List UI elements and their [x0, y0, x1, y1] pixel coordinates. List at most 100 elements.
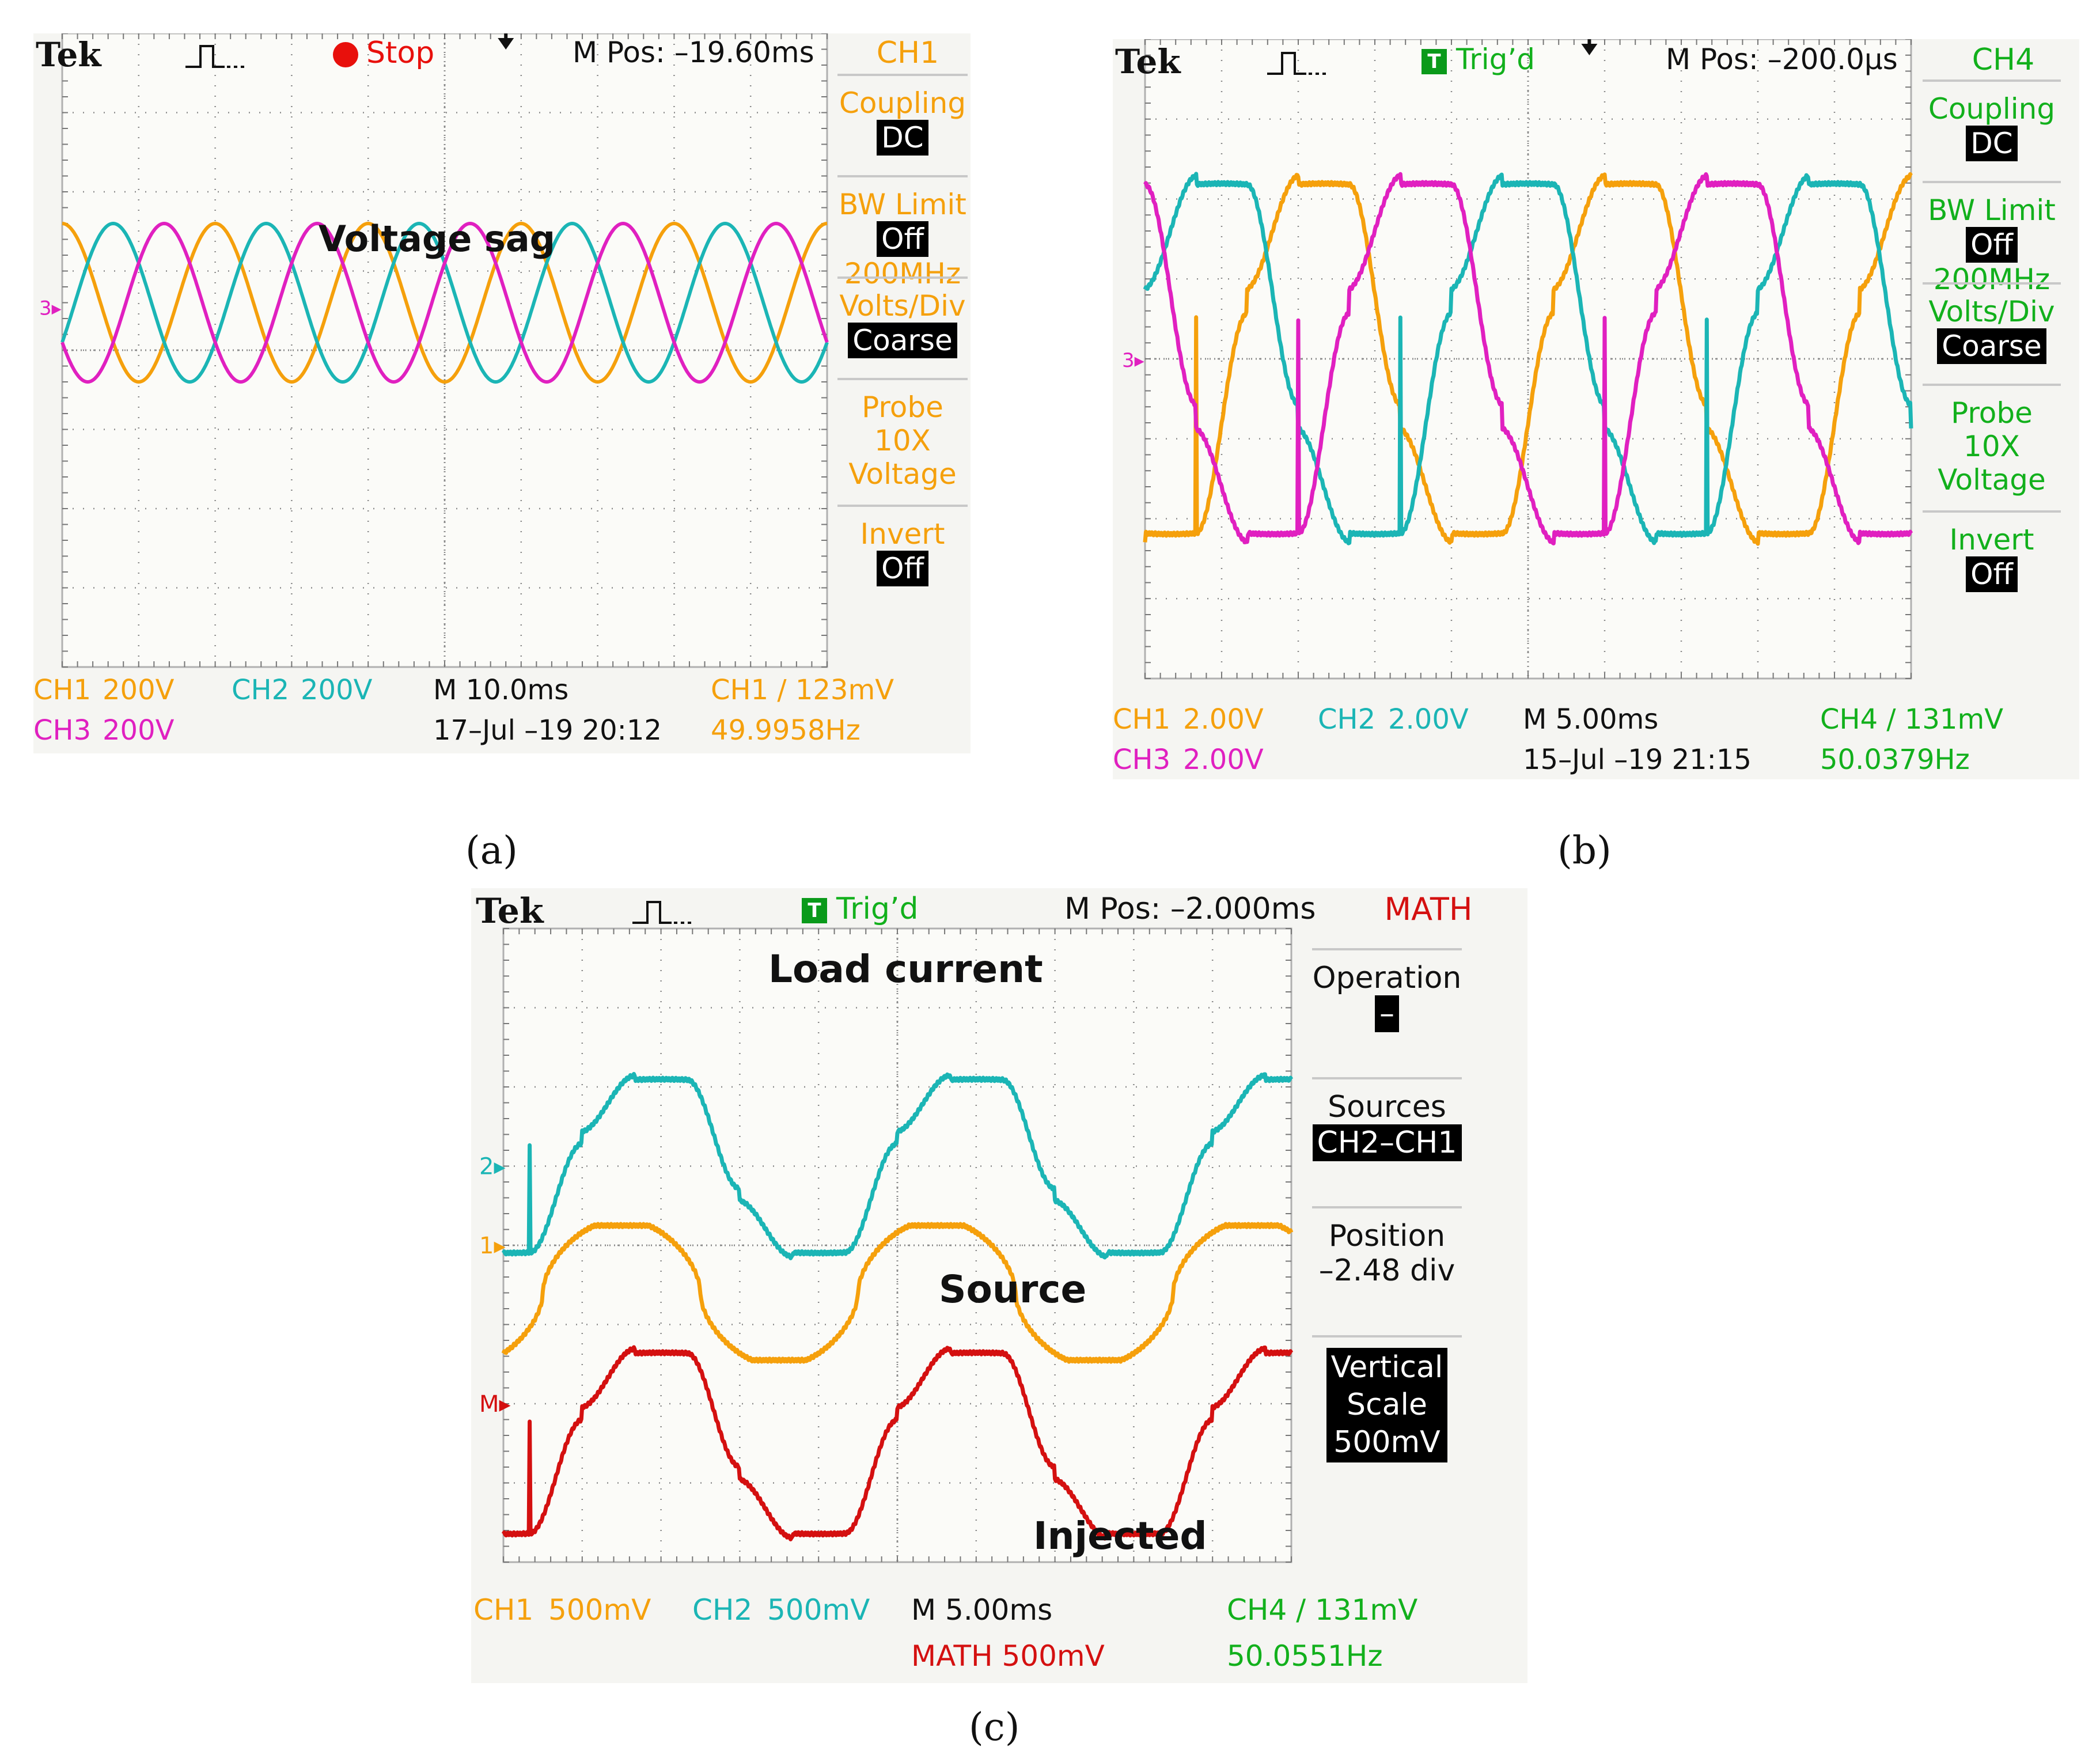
menu-item-position[interactable]: Position –2.48 div — [1312, 1206, 1462, 1288]
brand-label: Tek — [36, 35, 101, 74]
waveform-math — [501, 1345, 1294, 1541]
menu-label: Position — [1328, 1219, 1446, 1253]
annotation-source: Source — [939, 1267, 1087, 1312]
waveform-plot-c: 2▸ 1▸ M▸ — [479, 927, 1294, 1563]
menu-value: – — [1375, 995, 1399, 1032]
annotation-load-current: Load current — [768, 947, 1043, 991]
brand-label: Tek — [1115, 42, 1181, 81]
menu-label: Volts/Div — [1928, 295, 2055, 328]
ch2-scale: 200V — [301, 674, 373, 706]
ch2-label: CH2 — [1318, 703, 1376, 736]
frequency-label: 50.0551Hz — [1227, 1639, 1383, 1673]
vertical-scale-line: Scale — [1347, 1388, 1427, 1422]
ch2-scale: 500mV — [767, 1593, 870, 1627]
waveform-ch1 — [1143, 172, 1913, 546]
pulse-icon — [632, 901, 691, 924]
waveform-ch3 — [60, 222, 829, 384]
waveform-ch3 — [1143, 172, 1913, 545]
waveform-plot-b: 3▸ — [1122, 39, 1913, 680]
math-label: MATH 500mV — [911, 1639, 1105, 1673]
menu-line: Voltage — [1938, 463, 2046, 497]
m-pos-label: M Pos: –200.0μs — [1666, 43, 1898, 76]
menu-item-bw-limit[interactable]: BW Limit Off 200MHz — [837, 175, 968, 290]
ground-marker: 3▸ — [1122, 349, 1144, 372]
waveform-ch2 — [501, 1072, 1294, 1260]
ch1-scale: 2.00V — [1183, 703, 1264, 736]
ground-marker: 3▸ — [39, 297, 62, 320]
menu-item-invert[interactable]: Invert Off — [837, 505, 968, 586]
annotation-injected: Injected — [1033, 1514, 1207, 1558]
waveform-plot-a: 3▸ — [39, 33, 829, 668]
menu-line: 10X — [874, 424, 931, 457]
ground-marker-2: 2▸ — [479, 1154, 506, 1180]
menu-title: MATH — [1384, 891, 1473, 927]
menu-item-operation[interactable]: Operation – — [1312, 948, 1462, 1032]
date-label: 15–Jul –19 21:15 — [1523, 744, 1752, 776]
menu-item-probe[interactable]: Probe 10X Voltage — [837, 378, 968, 491]
menu-title: CH1 — [876, 36, 939, 70]
waveform-ch1 — [501, 1222, 1294, 1364]
ch2-label: CH2 — [232, 674, 290, 706]
m-pos-label: M Pos: –19.60ms — [573, 36, 814, 69]
menu-item-vertical-scale[interactable]: Vertical Scale 500mV — [1312, 1335, 1462, 1462]
menu-label: Coupling — [839, 86, 966, 120]
pulse-icon — [185, 45, 244, 68]
vertical-scale-line: Vertical — [1330, 1350, 1443, 1385]
m-pos-label: M Pos: –2.000ms — [1064, 892, 1316, 926]
oscilloscope-panel-b: 3▸ Tek T Trig’d M Pos: –200.0μs CH4 Coupl… — [1113, 39, 2079, 779]
menu-item-coupling[interactable]: Coupling DC — [1923, 79, 2061, 161]
menu-item-invert[interactable]: Invert Off — [1923, 510, 2061, 592]
menu-label: Probe — [862, 391, 943, 424]
trigger-icon: T — [1422, 48, 1447, 74]
menu-value: Off — [877, 551, 928, 586]
trigger-icon: T — [802, 898, 827, 923]
menu-item-coupling[interactable]: Coupling DC — [837, 74, 968, 156]
timebase-label: M 5.00ms — [1523, 703, 1659, 736]
menu-title: CH4 — [1972, 43, 2035, 77]
waveform-ch2 — [1143, 172, 1913, 545]
menu-item-volts-div[interactable]: Volts/Div Coarse — [837, 276, 968, 358]
menu-label: Invert — [1949, 523, 2034, 556]
frequency-label: 50.0379Hz — [1820, 744, 1970, 776]
ch1-scale: 200V — [103, 674, 175, 706]
menu-label: BW Limit — [839, 188, 966, 221]
frequency-label: 49.9958Hz — [711, 714, 861, 747]
ch3-label: CH3 — [33, 714, 92, 747]
trig-label: Trig’d — [836, 892, 919, 926]
menu-label: Operation — [1312, 961, 1462, 995]
menu-label: Volts/Div — [839, 289, 966, 323]
menu-label: Invert — [860, 517, 945, 551]
menu-value: Coarse — [848, 323, 957, 358]
caption-a: (a) — [465, 828, 518, 873]
acquisition-status: T Trig’d — [802, 894, 919, 924]
menu-item-bw-limit[interactable]: BW Limit Off 200MHz — [1923, 181, 2061, 296]
ch2-scale: 2.00V — [1388, 703, 1469, 736]
annotation-voltage-sag: Voltage sag — [319, 218, 556, 260]
menu-line: Voltage — [848, 457, 957, 491]
menu-item-volts-div[interactable]: Volts/Div Coarse — [1923, 282, 2061, 364]
ch2-label: CH2 — [692, 1593, 753, 1627]
trigger-label: CH4 ∕ 131mV — [1227, 1593, 1418, 1627]
caption-b: (b) — [1557, 828, 1612, 873]
menu-line: 10X — [1963, 430, 2020, 463]
ground-marker-m: M▸ — [479, 1391, 511, 1418]
ch1-scale: 500mV — [548, 1593, 651, 1627]
menu-value: Off — [1966, 556, 2018, 592]
caption-c: (c) — [969, 1705, 1020, 1749]
menu-value: CH2–CH1 — [1312, 1124, 1462, 1161]
ground-marker-1: 1▸ — [479, 1233, 506, 1259]
menu-item-probe[interactable]: Probe 10X Voltage — [1923, 384, 2061, 497]
vertical-scale-box: Vertical Scale 500mV — [1326, 1348, 1448, 1462]
menu-item-sources[interactable]: Sources CH2–CH1 — [1312, 1077, 1462, 1161]
acquisition-status: T Trig’d — [1422, 45, 1535, 74]
ch3-scale: 2.00V — [1183, 744, 1264, 776]
menu-value: Off — [877, 221, 928, 257]
ch3-scale: 200V — [103, 714, 175, 747]
trigger-position-arrow — [498, 33, 514, 50]
acquisition-status: Stop — [333, 38, 434, 68]
ch3-label: CH3 — [1113, 744, 1171, 776]
menu-value: Coarse — [1937, 328, 2046, 364]
trigger-label: CH4 ∕ 131mV — [1820, 703, 2004, 736]
menu-label: Probe — [1951, 396, 2033, 430]
menu-value: Off — [1966, 227, 2018, 263]
